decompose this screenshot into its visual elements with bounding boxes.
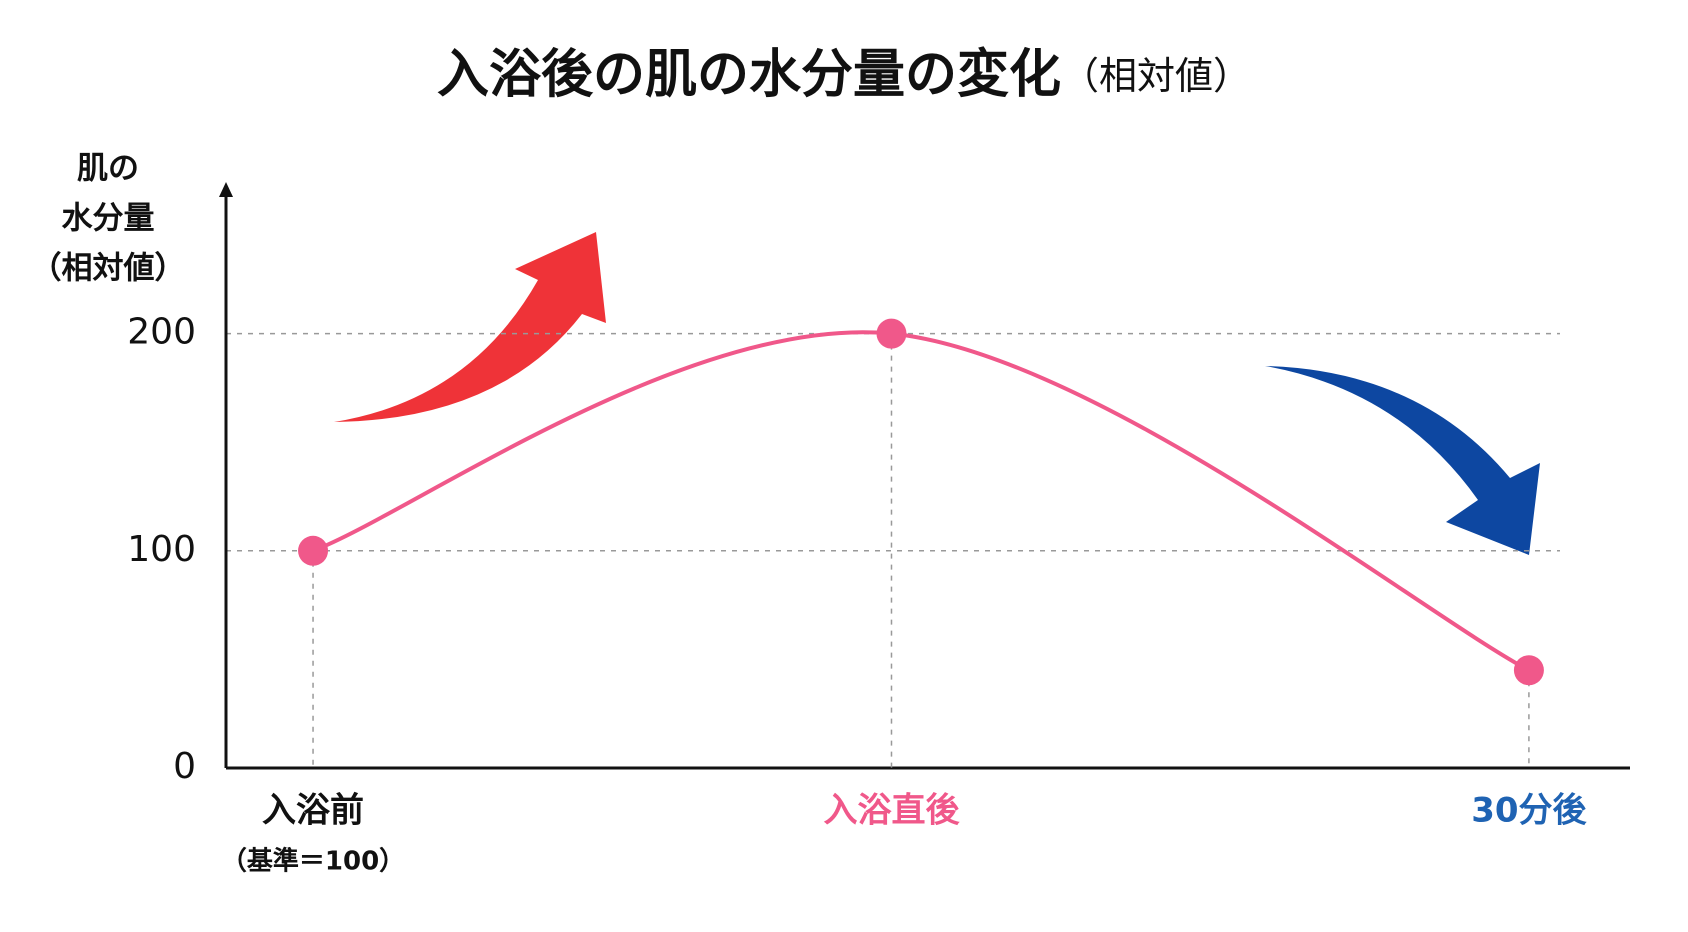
y-label-line: （相対値） bbox=[31, 251, 186, 287]
point bbox=[876, 318, 907, 349]
y-label-line: 肌の bbox=[77, 151, 139, 187]
y-axis-label: 肌の水分量 （相対値） bbox=[31, 151, 186, 287]
point bbox=[1513, 655, 1544, 686]
y-label-line: 水分量 bbox=[62, 201, 155, 237]
y-tick-label: 100 bbox=[127, 529, 196, 570]
x-tick-label: 入浴直後 bbox=[823, 791, 960, 831]
title-sub: （相対値） bbox=[1061, 54, 1251, 98]
point bbox=[298, 535, 329, 566]
up-arrow bbox=[334, 232, 606, 422]
baseline-note: （基準＝100） bbox=[221, 846, 405, 877]
y-tick-label: 0 bbox=[173, 746, 196, 787]
x-tick-label: 30分後 bbox=[1471, 791, 1587, 831]
chart-title: 入浴後の肌の水分量の変化（相対値） bbox=[437, 45, 1251, 105]
y-axis-arrow bbox=[219, 182, 233, 197]
y-tick-label: 200 bbox=[127, 312, 196, 353]
title-main: 入浴後の肌の水分量の変化 bbox=[437, 45, 1061, 105]
down-arrow bbox=[1265, 366, 1540, 555]
x-tick-label: 入浴前 bbox=[262, 791, 364, 831]
